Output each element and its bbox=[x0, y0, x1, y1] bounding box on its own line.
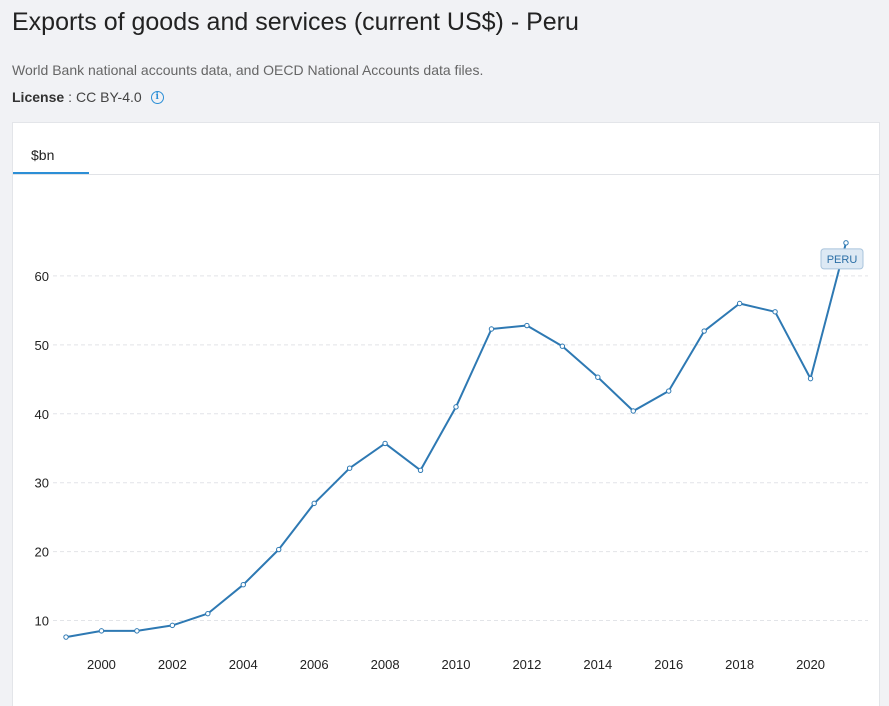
info-icon[interactable]: i bbox=[150, 90, 164, 104]
data-point bbox=[453, 404, 459, 410]
x-tick-label: 2020 bbox=[796, 657, 825, 672]
series-label: PERU bbox=[827, 254, 858, 266]
x-tick-label: 2014 bbox=[583, 657, 612, 672]
license-label: License bbox=[12, 89, 65, 105]
data-point bbox=[595, 374, 601, 380]
y-tick-label: 20 bbox=[35, 545, 49, 560]
x-tick-label: 2006 bbox=[300, 657, 329, 672]
tab-usd-bn[interactable]: $bn bbox=[13, 123, 89, 174]
x-tick-label: 2018 bbox=[725, 657, 754, 672]
data-point bbox=[346, 465, 353, 471]
y-tick-label: 40 bbox=[35, 407, 49, 422]
x-tick-label: 2002 bbox=[158, 657, 187, 672]
data-point bbox=[417, 467, 424, 473]
x-tick-label: 2012 bbox=[512, 657, 541, 672]
data-point bbox=[169, 622, 176, 629]
y-tick-label: 10 bbox=[35, 614, 49, 629]
data-point bbox=[772, 309, 778, 315]
x-tick-label: 2010 bbox=[442, 657, 471, 672]
data-point bbox=[98, 628, 105, 634]
y-tick-label: 30 bbox=[35, 476, 49, 491]
data-point bbox=[240, 581, 246, 588]
data-point bbox=[205, 610, 211, 617]
x-tick-label: 2008 bbox=[371, 657, 400, 672]
y-tick-label: 50 bbox=[35, 338, 49, 353]
line-chart: 10 20 30 40 50 60 2000 2002 2004 2006 2008 2010 2012… bbox=[35, 240, 868, 672]
data-point bbox=[736, 300, 743, 307]
data-point bbox=[134, 628, 140, 634]
x-tick-label: 2004 bbox=[229, 657, 258, 672]
series-line bbox=[65, 242, 847, 639]
tab-bar: $bn bbox=[13, 123, 879, 175]
series-label-box bbox=[820, 248, 864, 270]
data-point bbox=[276, 546, 282, 553]
data-point bbox=[666, 388, 672, 394]
data-point bbox=[807, 375, 814, 382]
data-point bbox=[524, 322, 530, 329]
data-point bbox=[63, 634, 69, 640]
license-value: CC BY-4.0 bbox=[76, 89, 142, 105]
data-point bbox=[382, 440, 388, 447]
data-point bbox=[843, 240, 849, 246]
data-point bbox=[311, 500, 317, 507]
page-title: Exports of goods and services (current U… bbox=[12, 8, 579, 36]
data-point bbox=[559, 343, 566, 349]
source-note: World Bank national accounts data, and O… bbox=[12, 62, 484, 78]
x-tick-label: 2016 bbox=[654, 657, 683, 672]
license-separator: : bbox=[68, 89, 73, 105]
x-tick-label: 2000 bbox=[87, 657, 116, 672]
data-point bbox=[701, 328, 707, 334]
chart-card: $bn 10 20 30 40 50 60 2000 2002 2004 2006 2008 2010… bbox=[12, 122, 880, 706]
license-line: License : CC BY-4.0 i bbox=[12, 89, 164, 105]
data-point bbox=[630, 408, 636, 414]
y-tick-label: 60 bbox=[35, 269, 49, 284]
data-point bbox=[488, 326, 495, 332]
